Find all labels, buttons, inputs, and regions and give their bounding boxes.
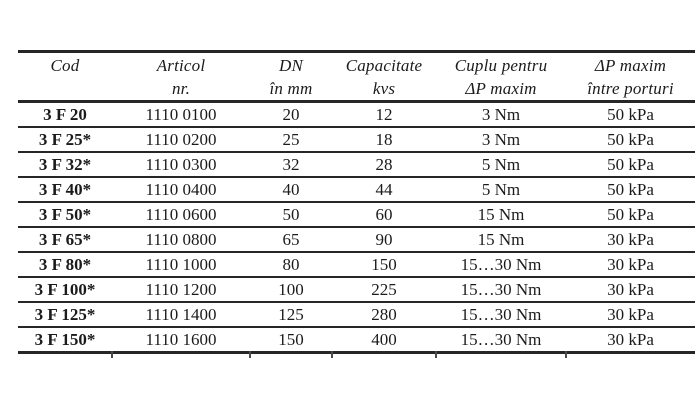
table-cell: 44: [332, 177, 436, 203]
table-head: Cod Articol nr. DN în mm Capacitate kvs Cuplu p…: [18, 51, 695, 103]
table-cell: 1110 1400: [112, 302, 250, 328]
table-cell: 50: [250, 202, 332, 228]
table-cell: 3 F 80*: [18, 252, 112, 278]
table-cell: 20: [250, 101, 332, 128]
table-cell: 1110 0400: [112, 177, 250, 203]
header-line-1: Articol: [156, 56, 206, 75]
table-cell: 90: [332, 227, 436, 253]
table-row: 3 F 65* 1110 0800 65 90 15 Nm 30 kPa: [18, 227, 695, 253]
table-cell: 3 Nm: [436, 101, 566, 128]
table-cell: 30 kPa: [566, 327, 695, 354]
table-row: 3 F 100* 1110 1200 100 225 15…30 Nm 30 kPa: [18, 277, 695, 303]
column-header-6: ΔP maxim între porturi: [566, 51, 695, 103]
table-cell: 5 Nm: [436, 177, 566, 203]
column-divider-tick: [331, 351, 333, 358]
table-cell: 3 F 50*: [18, 202, 112, 228]
table-cell: 1110 0800: [112, 227, 250, 253]
table-cell: 15…30 Nm: [436, 252, 566, 278]
table-cell: 280: [332, 302, 436, 328]
column-divider-tick: [111, 351, 113, 358]
table-row: 3 F 40* 1110 0400 40 44 5 Nm 50 kPa: [18, 177, 695, 203]
table-cell: 50 kPa: [566, 127, 695, 153]
table-cell: 30 kPa: [566, 227, 695, 253]
table-row: 3 F 25* 1110 0200 25 18 3 Nm 50 kPa: [18, 127, 695, 153]
table-cell: 3 Nm: [436, 127, 566, 153]
table-row: 3 F 125* 1110 1400 125 280 15…30 Nm 30 kPa: [18, 302, 695, 328]
header-line-1: Cod: [50, 56, 80, 75]
table-cell: 80: [250, 252, 332, 278]
column-divider-tick: [249, 351, 251, 358]
table-cell: 12: [332, 101, 436, 128]
table-cell: 1110 1000: [112, 252, 250, 278]
table-cell: 32: [250, 152, 332, 178]
column-divider-tick: [435, 351, 437, 358]
table-cell: 65: [250, 227, 332, 253]
table-cell: 1110 1200: [112, 277, 250, 303]
table-body: 3 F 20 1110 0100 20 12 3 Nm 50 kPa 3 F 25* 1110…: [18, 101, 695, 354]
table-cell: 15…30 Nm: [436, 327, 566, 354]
table-cell: 125: [250, 302, 332, 328]
table-cell: 15 Nm: [436, 202, 566, 228]
table-cell: 3 F 125*: [18, 302, 112, 328]
header-line-1: Capacitate: [345, 56, 423, 75]
table-row: 3 F 50* 1110 0600 50 60 15 Nm 50 kPa: [18, 202, 695, 228]
table-cell: 15…30 Nm: [436, 302, 566, 328]
column-header-5: Cuplu pentru ΔP maxim: [436, 51, 566, 103]
table-cell: 400: [332, 327, 436, 354]
table-cell: 28: [332, 152, 436, 178]
table-row: 3 F 20 1110 0100 20 12 3 Nm 50 kPa: [18, 101, 695, 128]
table-cell: 50 kPa: [566, 101, 695, 128]
header-line-1: Cuplu pentru: [454, 56, 548, 75]
table-cell: 3 F 150*: [18, 327, 112, 354]
table-cell: 225: [332, 277, 436, 303]
table-cell: 3 F 20: [18, 101, 112, 128]
table-cell: 3 F 25*: [18, 127, 112, 153]
table-row: 3 F 32* 1110 0300 32 28 5 Nm 50 kPa: [18, 152, 695, 178]
table-cell: 1110 0200: [112, 127, 250, 153]
table-cell: 25: [250, 127, 332, 153]
table-cell: 3 F 65*: [18, 227, 112, 253]
table-cell: 30 kPa: [566, 302, 695, 328]
table-cell: 30 kPa: [566, 252, 695, 278]
table-cell: 3 F 32*: [18, 152, 112, 178]
table-cell: 1110 0600: [112, 202, 250, 228]
table-row: 3 F 80* 1110 1000 80 150 15…30 Nm 30 kPa: [18, 252, 695, 278]
header-line-2: ΔP maxim: [465, 79, 537, 98]
header-row: Cod Articol nr. DN în mm Capacitate kvs Cuplu p…: [18, 51, 695, 103]
column-header-4: Capacitate kvs: [332, 51, 436, 103]
table-cell: 100: [250, 277, 332, 303]
table-cell: 1110 1600: [112, 327, 250, 354]
table-cell: 1110 0100: [112, 101, 250, 128]
header-line-1: DN: [278, 56, 304, 75]
table-cell: 50 kPa: [566, 152, 695, 178]
table-cell: 3 F 100*: [18, 277, 112, 303]
table-cell: 15 Nm: [436, 227, 566, 253]
table-row: 3 F 150* 1110 1600 150 400 15…30 Nm 30 kPa: [18, 327, 695, 354]
table-cell: 60: [332, 202, 436, 228]
header-line-2: kvs: [372, 79, 396, 98]
table-cell: 1110 0300: [112, 152, 250, 178]
spec-table-container: Cod Articol nr. DN în mm Capacitate kvs Cuplu p…: [18, 50, 695, 358]
table-cell: 50 kPa: [566, 177, 695, 203]
table-cell: 30 kPa: [566, 277, 695, 303]
header-line-2: în mm: [269, 79, 313, 98]
table-cell: 150: [332, 252, 436, 278]
column-header-2: Articol nr.: [112, 51, 250, 103]
column-header-3: DN în mm: [250, 51, 332, 103]
table-cell: 15…30 Nm: [436, 277, 566, 303]
table-cell: 40: [250, 177, 332, 203]
table-cell: 150: [250, 327, 332, 354]
table-cell: 5 Nm: [436, 152, 566, 178]
header-line-2: între porturi: [587, 79, 674, 98]
column-divider-tick: [565, 351, 567, 358]
table-cell: 3 F 40*: [18, 177, 112, 203]
header-line-1: ΔP maxim: [594, 56, 667, 75]
column-header-1: Cod: [18, 51, 112, 103]
header-line-2: nr.: [171, 79, 191, 98]
table-cell: 50 kPa: [566, 202, 695, 228]
table-cell: 18: [332, 127, 436, 153]
valve-spec-table: Cod Articol nr. DN în mm Capacitate kvs Cuplu p…: [18, 50, 695, 354]
